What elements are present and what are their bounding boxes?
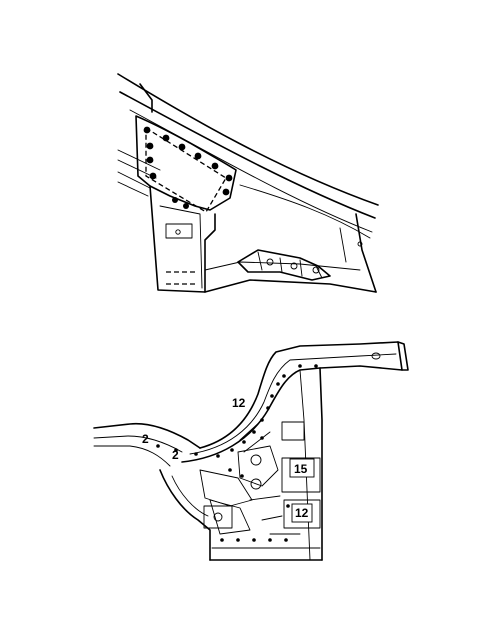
- bracket-plate-d: [283, 499, 321, 529]
- spot-weld: [194, 452, 198, 456]
- spot-weld: [252, 430, 256, 434]
- spot-weld: [228, 468, 232, 472]
- weld-hole: [162, 134, 170, 142]
- lower-body-curve: [159, 469, 211, 561]
- left-rail-1: [117, 149, 161, 171]
- callout-label: 15: [294, 462, 308, 476]
- callout-box: [289, 458, 315, 478]
- spot-weld: [260, 436, 264, 440]
- right-panel-hole: [357, 241, 363, 247]
- pillar-top-flange: [397, 341, 409, 371]
- weld-hole: [194, 152, 202, 160]
- spot-weld: [284, 538, 288, 542]
- strut-assembly: [237, 249, 331, 281]
- strut-bolt: [312, 266, 320, 274]
- weld-hole: [178, 143, 186, 151]
- nut-ring: [250, 478, 262, 490]
- strut-detail: [257, 251, 323, 279]
- reinforcement-3: [209, 499, 251, 535]
- spot-weld: [236, 538, 240, 542]
- bracket-hole: [175, 229, 181, 235]
- right-panel-inner: [339, 227, 347, 263]
- flange-slot: [371, 352, 381, 360]
- spot-weld: [270, 394, 274, 398]
- lower-rail-top: [93, 422, 201, 449]
- lower-body-curve-inner: [171, 475, 209, 517]
- left-rail-2: [117, 159, 157, 179]
- strut-body: [237, 249, 331, 281]
- lower-panel-inner: [204, 261, 361, 271]
- spot-weld: [252, 538, 256, 542]
- spot-weld: [242, 440, 246, 444]
- spot-weld: [216, 454, 220, 458]
- patch-plate-dashed-cut: [145, 126, 227, 213]
- lower-rail-mid: [93, 435, 183, 453]
- left-rail-4: [117, 181, 149, 197]
- nut-ring: [250, 454, 262, 466]
- reinforcement-2: [237, 445, 279, 487]
- weld-hole: [146, 142, 154, 150]
- box-bracket-window: [165, 223, 193, 239]
- spot-weld: [286, 504, 290, 508]
- box-bracket: [149, 185, 216, 293]
- spot-weld: [156, 444, 160, 448]
- pillar-inner-edge: [181, 367, 321, 463]
- callout-label: 2: [142, 432, 149, 446]
- weld-hole: [222, 188, 230, 196]
- upper-rail-step: [139, 83, 153, 113]
- body-panel-right: [319, 367, 323, 561]
- spot-weld: [240, 474, 244, 478]
- callout-label: 2: [172, 448, 179, 462]
- pillar-outer-edge: [199, 341, 403, 449]
- callout-label: 12: [295, 506, 309, 520]
- spot-weld: [260, 418, 264, 422]
- strut-bolt: [266, 258, 274, 266]
- spot-weld: [266, 406, 270, 410]
- weld-hole: [183, 203, 189, 209]
- left-rail-3: [117, 171, 151, 189]
- bracket-plate-b: [281, 421, 305, 441]
- bracket-plate-c: [281, 457, 321, 493]
- inner-detail-lines: [239, 419, 301, 535]
- strut-bolt: [290, 262, 298, 270]
- pillar-mid-line: [189, 353, 397, 455]
- weld-hole: [225, 174, 233, 182]
- spot-weld: [276, 382, 280, 386]
- patch-plate-outline: [135, 115, 237, 211]
- upper-rail-top-edge: [117, 73, 379, 206]
- reinforcement-1: [199, 469, 253, 507]
- bracket-plate-a: [203, 505, 233, 529]
- bracket-plate-hole: [213, 512, 223, 522]
- lower-panel: [204, 279, 377, 293]
- spot-weld: [174, 448, 178, 452]
- upper-rail-lower-edge-2: [239, 184, 371, 239]
- weld-hole: [146, 156, 154, 164]
- callout-label: 12: [232, 396, 246, 410]
- upper-rail-lower-edge: [129, 109, 373, 233]
- box-bracket-inner: [159, 205, 203, 289]
- weld-hole: [143, 126, 151, 134]
- spot-weld: [298, 364, 302, 368]
- upper-rail-mid-edge: [119, 91, 376, 219]
- spot-weld: [282, 374, 286, 378]
- spot-weld: [268, 538, 272, 542]
- spot-weld: [314, 364, 318, 368]
- spot-weld: [230, 448, 234, 452]
- right-panel: [355, 213, 377, 293]
- weld-hole: [172, 197, 178, 203]
- weld-hole: [211, 162, 219, 170]
- spot-welds: [156, 364, 318, 542]
- lower-rail-bottom: [93, 445, 171, 467]
- spot-weld: [220, 538, 224, 542]
- callout-box: [291, 503, 313, 523]
